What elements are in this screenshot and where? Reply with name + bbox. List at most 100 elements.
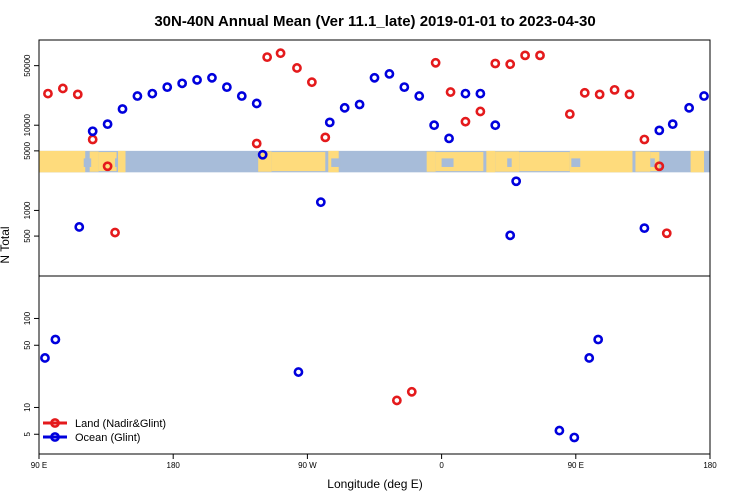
ocean-point <box>162 82 173 93</box>
ocean-point <box>257 149 268 160</box>
legend-land-marker <box>50 418 60 428</box>
land-point <box>251 138 262 149</box>
land-point <box>564 109 575 120</box>
bottom-y-tick-label: 10 <box>23 402 32 411</box>
top-panel-points <box>43 48 737 241</box>
map-land <box>690 150 705 173</box>
ocean-point <box>730 84 737 91</box>
bottom-y-tick-label: 50 <box>23 340 32 349</box>
land-point <box>110 227 120 238</box>
map-ocean-inlet <box>507 158 512 167</box>
bottom-y-axis: 5 10 50 100 <box>23 311 39 436</box>
land-point <box>654 161 665 172</box>
land-point <box>320 132 331 143</box>
map-land <box>258 151 272 172</box>
map-land <box>426 151 436 172</box>
x-tick-label: 180 <box>167 461 181 470</box>
ocean-point <box>369 72 380 83</box>
ocean-point <box>354 99 365 110</box>
land-point <box>490 58 501 69</box>
land-point <box>391 395 402 406</box>
land-point <box>406 386 417 397</box>
ocean-point <box>102 119 113 130</box>
land-point <box>594 89 605 100</box>
bottom-panel: 5 10 50 100 <box>23 275 711 455</box>
land-point <box>579 87 590 98</box>
land-point <box>262 52 273 62</box>
ocean-point <box>475 88 486 99</box>
land-point <box>624 89 635 100</box>
ocean-point <box>569 432 580 443</box>
map-land <box>495 151 520 172</box>
ocean-point <box>429 120 440 131</box>
ocean-point <box>593 334 604 345</box>
chart-title: 30N-40N Annual Mean (Ver 11.1_late) 2019… <box>154 13 595 30</box>
world-map-strip <box>39 150 710 173</box>
ocean-point <box>460 88 471 99</box>
land-point <box>72 89 83 100</box>
land-point <box>520 50 531 61</box>
map-ocean-inlet <box>441 158 454 167</box>
map-land <box>569 150 633 173</box>
top-y-axis: 500 1000 5000 10000 50000 <box>23 54 39 243</box>
ocean-point <box>147 88 158 99</box>
map-ocean-inlet <box>115 158 119 167</box>
ocean-point <box>339 102 350 113</box>
land-point <box>460 116 471 127</box>
land-point <box>275 48 286 59</box>
x-axis: 90 E 180 90 W 0 90 E 180 <box>31 454 717 470</box>
top-y-tick-label: 5000 <box>23 141 32 159</box>
top-y-tick-label: 10000 <box>23 114 32 137</box>
ocean-point <box>699 91 709 101</box>
land-point <box>609 84 620 95</box>
ocean-point <box>414 91 425 101</box>
ocean-point <box>715 90 722 97</box>
land-point <box>661 228 672 239</box>
ocean-point <box>315 197 326 208</box>
ocean-point <box>50 334 61 345</box>
legend-ocean-marker <box>50 432 60 442</box>
land-point <box>430 57 441 68</box>
land-point <box>445 87 456 97</box>
map-ocean-inlet <box>331 158 341 167</box>
ocean-point <box>177 78 188 89</box>
map-ocean-inlet <box>83 158 92 167</box>
bottom-panel-points <box>40 334 604 443</box>
ocean-point <box>490 120 501 131</box>
x-tick-label: 90 W <box>298 461 317 470</box>
land-point <box>535 50 545 61</box>
land-point <box>43 88 53 99</box>
legend: Land (Nadir&Glint) Ocean (Glint) <box>43 418 166 444</box>
land-point <box>87 134 98 145</box>
x-tick-label: 180 <box>703 461 717 470</box>
legend-ocean-label: Ocean (Glint) <box>75 432 140 444</box>
ocean-point <box>221 82 232 93</box>
map-land <box>635 151 651 172</box>
ocean-point <box>87 126 98 137</box>
ocean-point <box>584 353 595 363</box>
land-point <box>639 134 650 145</box>
map-ocean-inlet <box>571 158 581 167</box>
top-panel: 500 1000 5000 10000 50000 <box>23 39 737 277</box>
x-axis-label: Longitude (deg E) <box>327 477 422 491</box>
ocean-point <box>384 69 395 79</box>
land-point <box>306 77 317 88</box>
map-land <box>519 152 570 172</box>
bottom-y-tick-label: 5 <box>23 431 32 436</box>
ocean-point <box>192 75 202 85</box>
land-point <box>505 59 516 70</box>
ocean-point <box>40 353 50 363</box>
legend-land-label: Land (Nadir&Glint) <box>75 418 166 430</box>
ocean-point <box>117 104 128 114</box>
x-tick-label: 90 E <box>568 461 584 470</box>
land-point <box>102 161 113 172</box>
ocean-point <box>293 367 304 377</box>
map-ocean-inlet <box>650 158 655 167</box>
map-land <box>118 150 126 173</box>
legend-item-land: Land (Nadir&Glint) <box>43 418 166 430</box>
land-point <box>292 63 302 73</box>
top-y-tick-label: 50000 <box>23 54 32 77</box>
land-point <box>475 106 486 117</box>
ocean-point <box>399 82 410 93</box>
